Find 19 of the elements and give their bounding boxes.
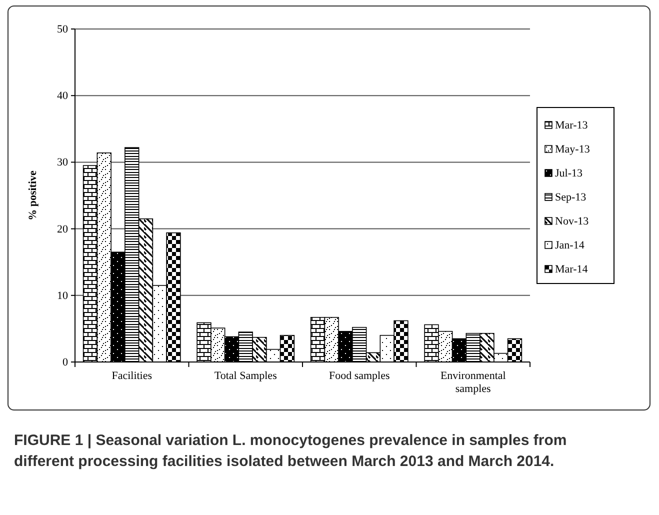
- legend-label: Mar-14: [555, 264, 588, 276]
- y-tick-label: 50: [57, 24, 68, 36]
- x-tick-label: Facilities: [112, 370, 152, 382]
- y-axis-title: % positive: [27, 170, 39, 220]
- caption: FIGURE 1 | Seasonal variation L. monocytogenes prevalence in samples from different processing facilities isolated between March 2013 and March 2014.: [14, 432, 567, 470]
- legend-label: May-13: [555, 144, 590, 156]
- legend-label: Jul-13: [555, 168, 583, 180]
- x-tick-label: Food samples: [328, 370, 390, 382]
- legend-label: Jan-14: [555, 240, 585, 252]
- y-tick-label: 40: [57, 90, 68, 102]
- legend-label: Sep-13: [555, 192, 587, 204]
- legend-label: Mar-13: [555, 120, 588, 132]
- x-tick-label: Environmental samples: [440, 370, 506, 396]
- x-tick-label: Total Samples: [214, 370, 277, 382]
- legend-label: Nov-13: [555, 216, 590, 228]
- y-tick-label: 10: [57, 290, 68, 302]
- y-tick-label: 20: [57, 223, 68, 236]
- y-tick-label: 0: [62, 356, 68, 369]
- y-tick-label: 30: [57, 156, 68, 169]
